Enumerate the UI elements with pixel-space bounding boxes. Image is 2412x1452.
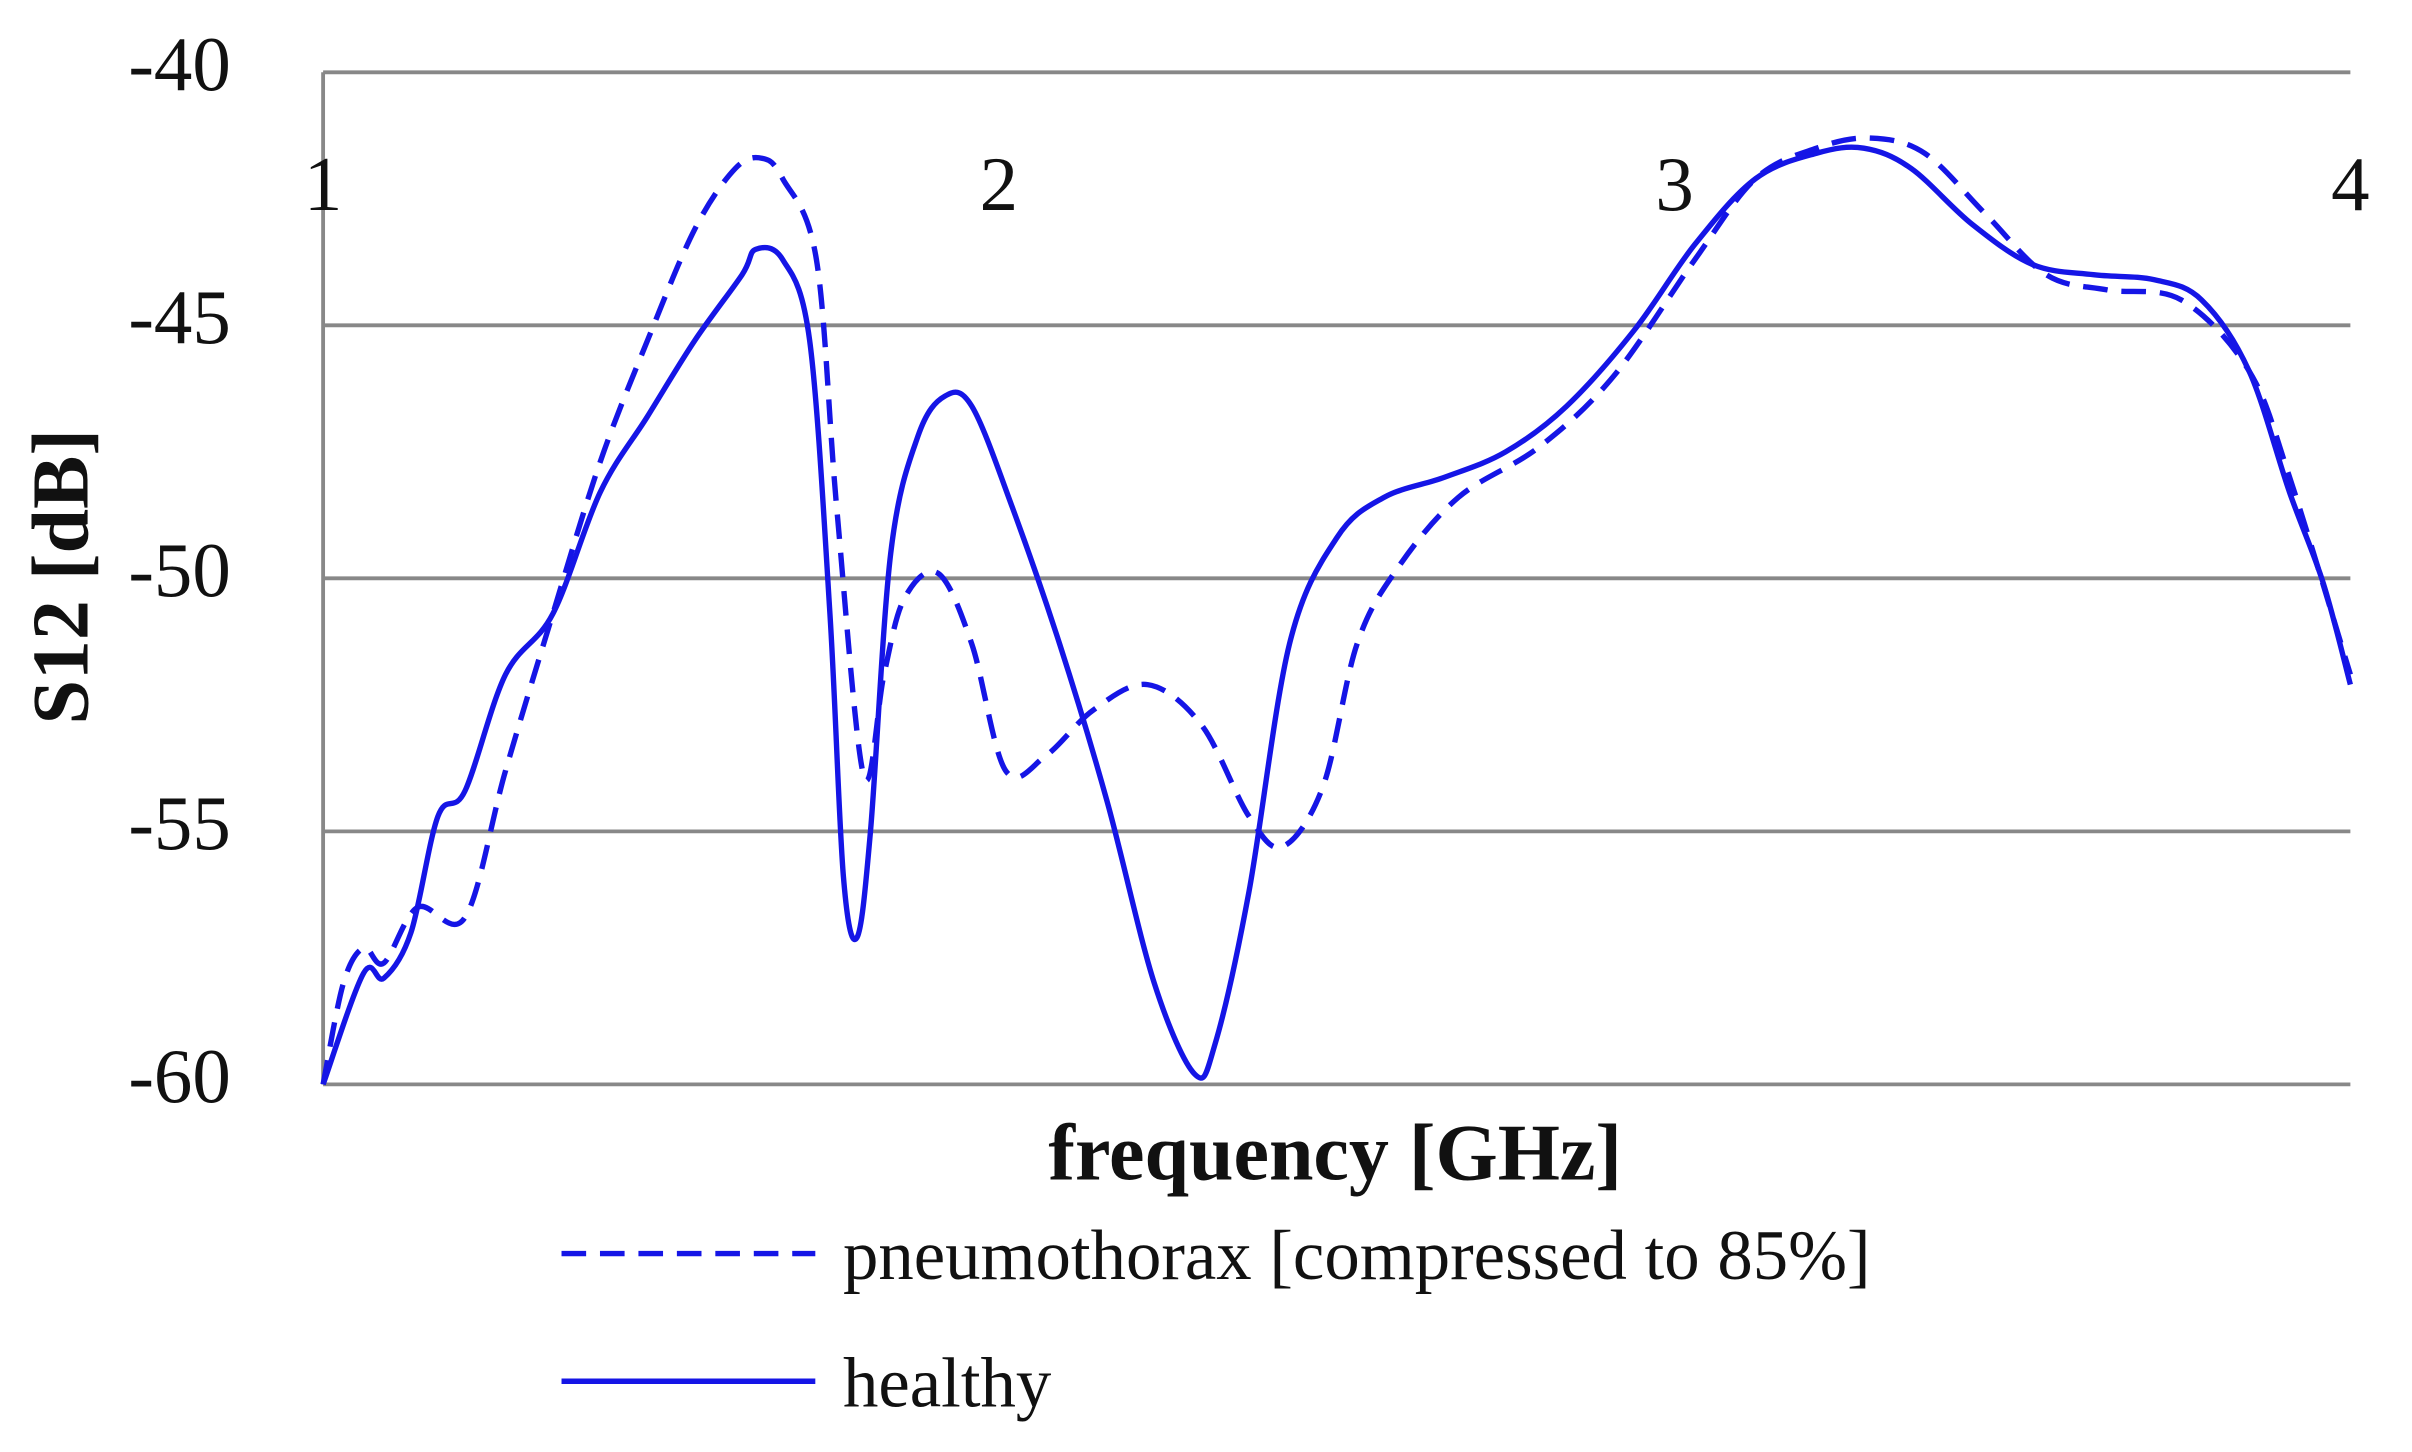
y-tick-label: -50 bbox=[128, 527, 230, 613]
legend-label: pneumothorax [compressed to 85%] bbox=[843, 1217, 1871, 1295]
x-tick-label: 4 bbox=[2331, 141, 2369, 227]
series-line bbox=[320, 135, 2353, 1085]
y-tick-label: -55 bbox=[128, 780, 230, 866]
x-tick-label: 3 bbox=[1655, 141, 1693, 227]
y-tick-label: -60 bbox=[128, 1033, 230, 1119]
series-line bbox=[320, 144, 2353, 1086]
x-tick-label: 1 bbox=[304, 141, 342, 227]
y-tick-label: -45 bbox=[128, 274, 230, 360]
y-tick-label: -40 bbox=[128, 21, 230, 107]
y-axis-title: S12 [dB] bbox=[18, 429, 106, 725]
legend-label: healthy bbox=[843, 1345, 1052, 1423]
x-axis-title: frequency [GHz] bbox=[1048, 1110, 1622, 1198]
x-tick-label: 2 bbox=[980, 141, 1018, 227]
